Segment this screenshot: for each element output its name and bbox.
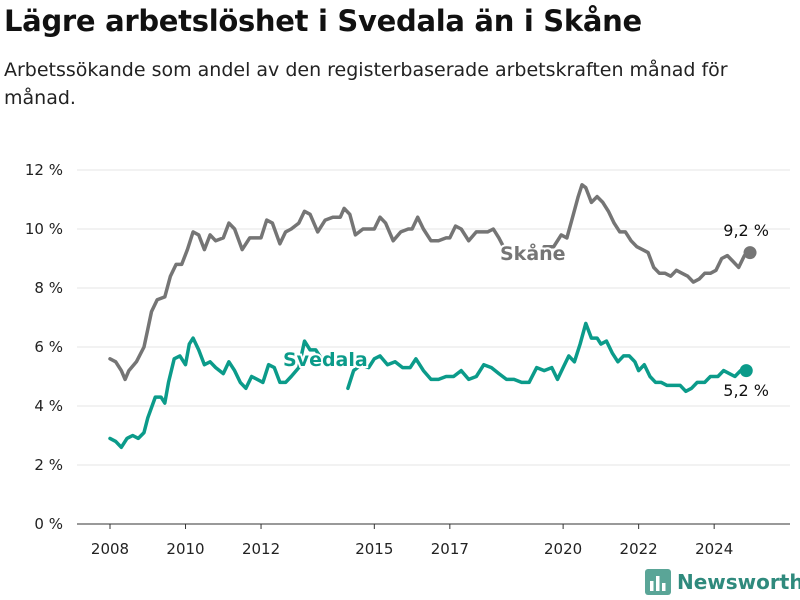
end-point-skane bbox=[743, 246, 757, 260]
x-tick-label: 2024 bbox=[695, 540, 733, 558]
y-tick-label: 2 % bbox=[34, 456, 63, 474]
y-tick-label: 0 % bbox=[34, 515, 63, 533]
x-tick-label: 2008 bbox=[91, 540, 129, 558]
x-tick-label: 2017 bbox=[431, 540, 469, 558]
x-tick-label: 2020 bbox=[544, 540, 582, 558]
newsworthy-brand: Newsworthy bbox=[645, 569, 800, 595]
y-tick-label: 8 % bbox=[34, 279, 63, 297]
end-label-skane: 9,2 % bbox=[723, 221, 769, 240]
y-tick-label: 10 % bbox=[25, 220, 63, 238]
brand-name: Newsworthy bbox=[677, 570, 800, 594]
series-line-skane bbox=[108, 206, 509, 382]
series-label-svedala: Svedala bbox=[283, 349, 368, 371]
x-axis: 2008 2010 2012 2015 2017 2020 2022 2024 bbox=[77, 523, 790, 558]
end-point-svedala bbox=[739, 364, 753, 378]
x-tick-label: 2012 bbox=[242, 540, 280, 558]
chart-subtitle: Arbetssökande som andel av den registerb… bbox=[4, 59, 728, 109]
y-tick-label: 4 % bbox=[34, 397, 63, 415]
series-line-svedala-late bbox=[346, 321, 749, 394]
bar-chart-logo-icon bbox=[645, 569, 671, 595]
x-tick-label: 2010 bbox=[166, 540, 204, 558]
series-labels: 9,2 % 5,2 % Skåne Svedala bbox=[281, 221, 769, 400]
y-axis-ticks: 0 % 2 % 4 % 6 % 8 % 10 % 12 % bbox=[25, 161, 63, 533]
end-label-svedala: 5,2 % bbox=[723, 381, 769, 400]
x-tick-label: 2015 bbox=[355, 540, 393, 558]
x-tick-label: 2022 bbox=[620, 540, 658, 558]
grid-lines bbox=[77, 169, 790, 466]
y-tick-label: 6 % bbox=[34, 338, 63, 356]
series-lines bbox=[108, 183, 757, 450]
series-line-svedala bbox=[108, 336, 324, 450]
y-tick-label: 12 % bbox=[25, 161, 63, 179]
series-line-skane-late bbox=[542, 183, 752, 284]
chart-title: Lägre arbetslöshet i Svedala än i Skåne bbox=[4, 4, 642, 38]
series-label-skane: Skåne bbox=[500, 241, 566, 265]
